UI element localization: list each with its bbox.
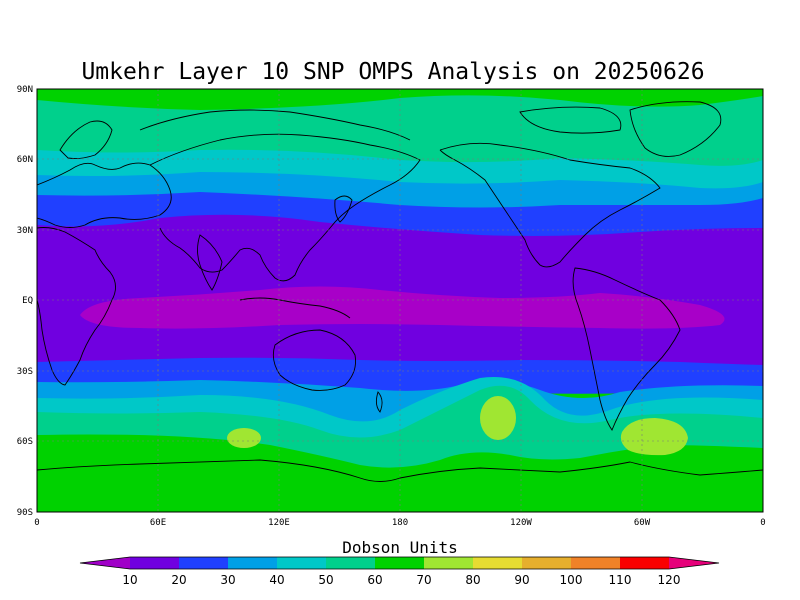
- lat-label: 90S: [17, 508, 33, 518]
- colorbar-tick-label: 90: [514, 573, 529, 587]
- axis-labels: 90N 60N 30N EQ 30S 60S 90S 0 60E 120E 18…: [17, 85, 766, 528]
- colorbar-tick-label: 30: [220, 573, 235, 587]
- lat-label: 90N: [17, 85, 33, 95]
- coast-africa: [37, 227, 116, 386]
- colorbar-segment: [80, 557, 130, 569]
- coast-south-america: [572, 267, 681, 431]
- colorbar-title: Dobson Units: [342, 538, 458, 557]
- band-70-80-patch-indian: [227, 428, 261, 448]
- coast-canada-islands: [519, 106, 622, 134]
- colorbar-segment: [326, 557, 375, 569]
- lon-label: 120W: [510, 518, 532, 528]
- lon-label: 60E: [150, 518, 166, 528]
- colorbar-segment: [228, 557, 277, 569]
- colorbar-segment: [473, 557, 522, 569]
- colorbar-tick-label: 60: [367, 573, 382, 587]
- coast-japan: [334, 195, 353, 223]
- lon-label: 60W: [634, 518, 651, 528]
- coast-antarctica: [37, 459, 763, 482]
- lat-label: 60N: [17, 155, 33, 165]
- colorbar-tick-labels: 10 20 30 40 50 60 70 80 90 100 110 120: [122, 573, 680, 587]
- coast-scandinavia: [59, 120, 113, 160]
- colorbar-tick-label: 110: [609, 573, 632, 587]
- colorbar-tick-label: 100: [560, 573, 583, 587]
- colorbar-tick-label: 70: [416, 573, 431, 587]
- colorbar-segment: [424, 557, 473, 569]
- coast-indonesia: [239, 297, 351, 319]
- colorbar-segment: [571, 557, 620, 569]
- lon-label: 0: [760, 518, 765, 528]
- colorbar-segment: [130, 557, 179, 569]
- colorbar-tick-label: 80: [465, 573, 480, 587]
- colorbar-tick-label: 50: [318, 573, 333, 587]
- colorbar-segment: [522, 557, 571, 569]
- colorbar-segment: [375, 557, 424, 569]
- band-0-10-equator: [80, 286, 725, 329]
- colorbar-tick-label: 120: [658, 573, 681, 587]
- colorbar-segment: [179, 557, 228, 569]
- map-area: [37, 89, 763, 512]
- colorbar-tick-label: 10: [122, 573, 137, 587]
- coast-asia: [149, 133, 421, 282]
- coast-europe: [37, 162, 172, 228]
- band-70-80-patch-pacific: [480, 396, 516, 440]
- band-50-60-south: [37, 385, 763, 468]
- coast-india: [197, 234, 223, 291]
- colorbar-segment: [277, 557, 326, 569]
- coast-north-america: [439, 142, 661, 268]
- lon-label: 180: [392, 518, 408, 528]
- lat-label: 30S: [17, 367, 33, 377]
- colorbar-segment: [669, 557, 719, 569]
- coast-new-zealand: [375, 391, 383, 413]
- graticule: [37, 89, 763, 512]
- band-70-80-patch-drake: [620, 418, 688, 456]
- colorbar: [79, 556, 720, 570]
- lat-label: 60S: [17, 437, 33, 447]
- lat-label: EQ: [22, 296, 33, 306]
- lon-label: 120E: [268, 518, 290, 528]
- map-frame: [36, 88, 764, 513]
- colorbar-outline: [79, 556, 720, 570]
- colorbar-tick-label: 20: [171, 573, 186, 587]
- coast-greenland: [629, 101, 722, 157]
- coastlines: [37, 101, 763, 482]
- coast-arctic-asia: [139, 109, 411, 141]
- map-title: Umkehr Layer 10 SNP OMPS Analysis on 202…: [81, 59, 704, 85]
- colorbar-tick-label: 40: [269, 573, 284, 587]
- coast-australia: [272, 329, 356, 391]
- lat-label: 30N: [17, 226, 33, 236]
- lon-label: 0: [34, 518, 39, 528]
- colorbar-segment: [620, 557, 669, 569]
